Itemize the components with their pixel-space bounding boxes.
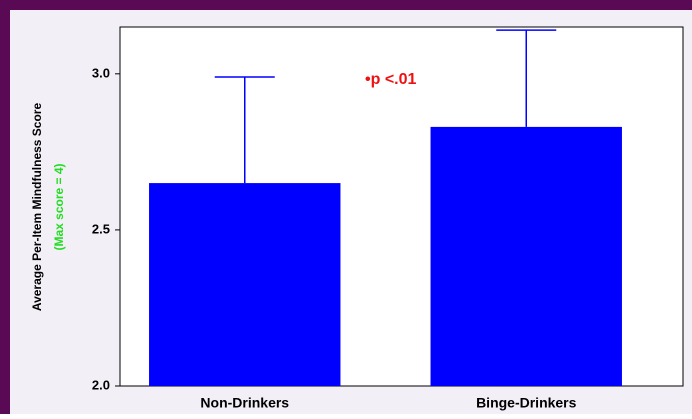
y-tick-label: 2.0 xyxy=(92,377,110,392)
y-tick-label: 3.0 xyxy=(92,65,110,80)
y-tick-label: 2.5 xyxy=(92,221,110,236)
x-tick-label: Binge-Drinkers xyxy=(476,395,577,411)
y-axis-sublabel: (Max score = 4) xyxy=(52,163,66,250)
y-axis-label: Average Per-Item Mindfulness Score xyxy=(30,103,44,312)
annotation: •p <.01 xyxy=(365,71,417,88)
x-tick-label: Non-Drinkers xyxy=(200,395,289,411)
bar xyxy=(149,183,341,386)
bar xyxy=(430,126,622,386)
